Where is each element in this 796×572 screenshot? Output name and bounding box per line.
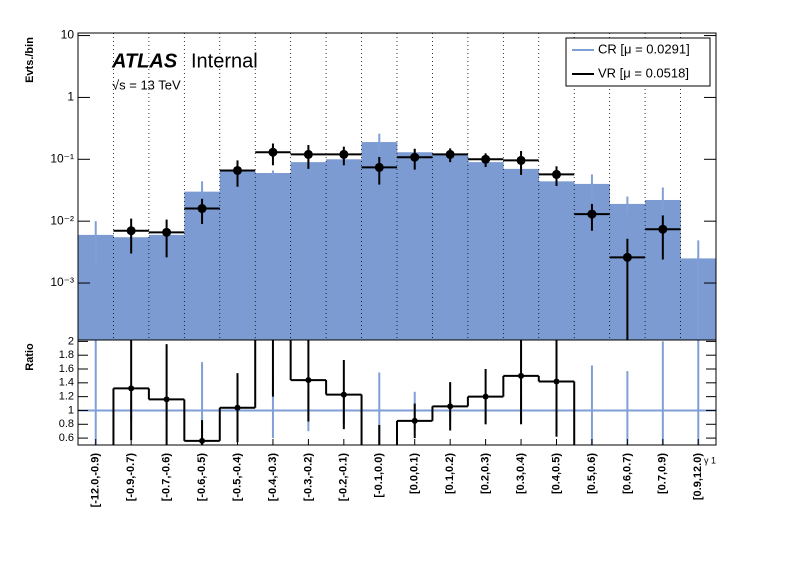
status-label: Internal bbox=[191, 50, 258, 72]
x-tick-label: [-12.0,-0.9) bbox=[90, 453, 102, 508]
vr-point bbox=[516, 155, 526, 165]
cr-bar bbox=[503, 168, 540, 340]
vr-point bbox=[233, 165, 242, 175]
y-tick-label: 1.6 bbox=[59, 363, 74, 375]
vr-point bbox=[303, 149, 313, 159]
y-tick-label: 1 bbox=[67, 90, 74, 104]
vr-point bbox=[339, 149, 349, 159]
x-tick-label: [0.5,0.6) bbox=[586, 453, 598, 494]
vr-point bbox=[197, 204, 207, 214]
x-tick-label: [0.1,0.2) bbox=[444, 453, 456, 494]
x-tick-label: [0.2,0.3) bbox=[480, 453, 492, 494]
ratio-point bbox=[305, 377, 312, 384]
y-tick-label: 0.6 bbox=[59, 432, 74, 444]
vr-point bbox=[587, 209, 597, 219]
legend-box bbox=[565, 37, 711, 87]
y-tick-label: 1 bbox=[68, 404, 74, 416]
vr-point bbox=[552, 169, 561, 179]
ratio-pad bbox=[78, 340, 716, 445]
energy-label: √s = 13 TeV bbox=[112, 77, 181, 92]
experiment-label: ATLAS bbox=[111, 50, 178, 72]
vr-point bbox=[481, 154, 491, 164]
cr-bar bbox=[219, 171, 256, 340]
vr-point bbox=[410, 152, 420, 162]
y-tick-label: 1.2 bbox=[59, 391, 74, 403]
y-axis-label: Evts./bin bbox=[24, 37, 36, 83]
ratio-point bbox=[411, 417, 418, 424]
y-tick-label: 10⁻¹ bbox=[50, 151, 74, 165]
vr-point bbox=[162, 227, 172, 237]
cr-bar bbox=[290, 162, 327, 340]
x-tick-label: [0.3,0.4) bbox=[515, 453, 527, 494]
x-tick-label: [-0.7,-0.6) bbox=[161, 453, 173, 502]
vr-point bbox=[658, 224, 668, 234]
ratio-frame bbox=[77, 339, 717, 446]
y-tick-label: 1.8 bbox=[59, 349, 74, 361]
y-tick-label: 10 bbox=[61, 28, 75, 42]
x-tick-label: [0.9,12.0) bbox=[692, 453, 704, 500]
ratio-point bbox=[128, 385, 135, 392]
cr-bar bbox=[397, 152, 433, 340]
x-tick-label: [-0.1,0.0) bbox=[373, 453, 385, 498]
y-tick-label: 10⁻² bbox=[50, 213, 74, 227]
ratio-axis-label: Ratio bbox=[24, 343, 36, 371]
y-tick-label: 2 bbox=[68, 335, 74, 347]
x-tick-label: [0.7,0.9) bbox=[657, 453, 669, 494]
cr-bar bbox=[255, 173, 291, 340]
x-tick-label: [-0.3,-0.2) bbox=[302, 453, 314, 502]
cr-bar bbox=[467, 162, 504, 340]
legend-label: CR [μ = 0.0291] bbox=[598, 41, 690, 56]
main-pad bbox=[78, 33, 716, 340]
y-tick-label: 10⁻³ bbox=[50, 275, 74, 289]
x-tick-label: [-0.4,-0.3) bbox=[267, 453, 279, 502]
x-tick-label: [-0.5,-0.4) bbox=[231, 453, 243, 502]
ratio-point bbox=[340, 391, 347, 398]
cr-bar bbox=[538, 181, 575, 340]
y-tick-label: 1.4 bbox=[59, 377, 74, 389]
cr-bar bbox=[326, 159, 362, 340]
x-tick-label: [-0.9,-0.7) bbox=[125, 453, 137, 502]
vr-point bbox=[622, 252, 632, 262]
ratio-point bbox=[163, 396, 170, 403]
y-tick-label: 0.8 bbox=[59, 418, 74, 430]
vr-point bbox=[268, 147, 278, 157]
x-tick-label: [0.4,0.5) bbox=[550, 453, 562, 494]
ratio-point bbox=[553, 378, 560, 385]
x-tick-label: [0.6,0.7) bbox=[621, 453, 633, 494]
vr-point bbox=[445, 149, 455, 159]
x-tick-label: [-0.2,-0.1) bbox=[338, 453, 350, 502]
x-axis-label: γ 1 bbox=[704, 455, 716, 465]
cr-bar bbox=[432, 154, 469, 340]
x-tick-label: [0.0,0.1) bbox=[409, 453, 421, 494]
vr-point bbox=[126, 226, 136, 236]
vr-point bbox=[374, 162, 384, 172]
ratio-point bbox=[234, 404, 241, 411]
x-tick-label: [-0.6,-0.5) bbox=[196, 453, 208, 502]
legend-label: VR [μ = 0.0518] bbox=[598, 65, 689, 80]
ratio-point bbox=[447, 403, 454, 410]
ratio-point bbox=[482, 393, 489, 400]
ratio-point bbox=[518, 372, 525, 379]
axes: 10 1 10⁻¹ 10⁻² 10⁻³ CR [μ = 0.0291] VR [μ = 0.… bbox=[50, 28, 717, 508]
cr-bar bbox=[113, 237, 150, 340]
